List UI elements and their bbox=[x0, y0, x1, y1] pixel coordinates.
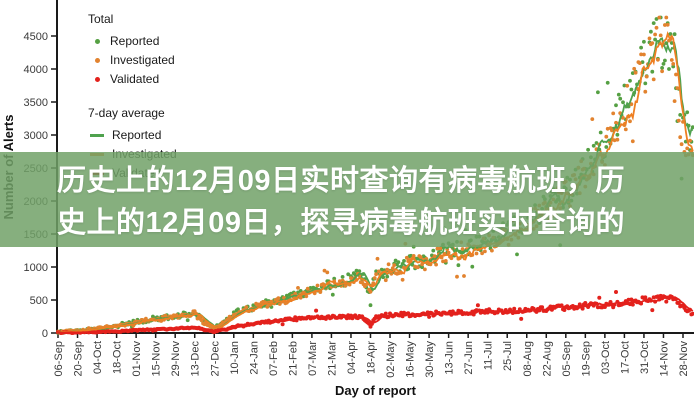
legend-item-label: Investigated bbox=[110, 53, 175, 67]
legend-item-total-investigated: Investigated bbox=[88, 54, 177, 66]
y-tick-label: 1000 bbox=[24, 262, 48, 274]
y-tick-label: 3000 bbox=[24, 130, 48, 142]
legend-item-total-validated: Validated bbox=[88, 73, 177, 85]
x-tick-label: 01-Nov bbox=[131, 341, 143, 377]
x-tick-label: 31-Oct bbox=[639, 341, 651, 374]
x-tick-label: 07-Feb bbox=[268, 341, 280, 376]
dots-total-validated bbox=[56, 290, 694, 335]
y-tick-label: 3500 bbox=[24, 97, 48, 109]
y-tick-label: 4500 bbox=[24, 31, 48, 43]
legend-item-label: Validated bbox=[110, 72, 160, 86]
x-tick-label: 04-Oct bbox=[92, 341, 104, 374]
x-tick-label: 07-Mar bbox=[307, 341, 319, 376]
y-tick-label: 500 bbox=[30, 295, 48, 307]
x-tick-label: 30-May bbox=[424, 341, 436, 378]
reported-dot-icon bbox=[95, 38, 100, 44]
x-tick-label: 18-Apr bbox=[366, 341, 378, 374]
legend-item-label: Reported bbox=[112, 128, 162, 142]
x-tick-label: 18-Oct bbox=[112, 341, 124, 374]
legend-title-total: Total bbox=[88, 12, 114, 26]
x-tick-label: 27-Jun bbox=[463, 341, 475, 375]
x-tick-label: 28-Nov bbox=[678, 341, 690, 377]
overlay-banner: 历史上的12月09日实时查询有病毒航班，历 史上的12月09日，探寻病毒航班实时… bbox=[0, 152, 694, 247]
x-tick-label: 15-Nov bbox=[151, 341, 163, 377]
x-tick-label: 05-Sep bbox=[561, 341, 573, 376]
investigated-dot-icon bbox=[95, 57, 100, 63]
x-tick-label: 02-May bbox=[385, 341, 397, 378]
x-tick-label: 13-Jun bbox=[444, 341, 456, 375]
validated-dot-icon bbox=[95, 76, 100, 82]
x-tick-label: 03-Oct bbox=[600, 341, 612, 374]
x-tick-label: 17-Oct bbox=[619, 341, 631, 374]
x-tick-label: 25-Jul bbox=[502, 341, 514, 371]
x-tick-label: 11-Jul bbox=[483, 341, 495, 370]
x-axis-title: Day of report bbox=[335, 383, 416, 398]
y-tick-label: 0 bbox=[42, 328, 48, 340]
x-tick-label: 22-Aug bbox=[541, 341, 553, 376]
overlay-text-line2: 史上的12月09日，探寻病毒航班实时查询的 bbox=[57, 207, 626, 239]
x-tick-label: 24-Jan bbox=[248, 341, 260, 375]
x-tick-label: 29-Nov bbox=[170, 341, 182, 377]
overlay-text-line1: 历史上的12月09日实时查询有病毒航班，历 bbox=[57, 165, 626, 197]
x-tick-label: 04-Apr bbox=[346, 341, 358, 374]
x-tick-label: 27-Dec bbox=[209, 341, 221, 377]
reported-line-icon bbox=[90, 133, 104, 137]
x-tick-label: 21-Mar bbox=[326, 341, 338, 376]
x-tick-label: 13-Dec bbox=[190, 341, 202, 377]
x-tick-label: 20-Sep bbox=[73, 341, 85, 376]
x-tick-label: 06-Sep bbox=[53, 341, 65, 376]
legend-item-avg-reported: Reported bbox=[88, 129, 177, 141]
x-tick-label: 19-Sep bbox=[580, 341, 592, 376]
legend-item-label: Reported bbox=[110, 34, 160, 48]
line-7-day-average-validated bbox=[57, 296, 694, 334]
x-tick-label: 16-May bbox=[405, 341, 417, 378]
y-tick-label: 4000 bbox=[24, 64, 48, 76]
x-tick-label: 14-Nov bbox=[658, 341, 670, 377]
legend-title-avg: 7-day average bbox=[88, 106, 165, 120]
x-tick-label: 21-Feb bbox=[287, 341, 299, 376]
x-tick-label: 10-Jan bbox=[229, 341, 241, 375]
legend-item-total-reported: Reported bbox=[88, 35, 177, 47]
x-tick-label: 08-Aug bbox=[522, 341, 534, 376]
